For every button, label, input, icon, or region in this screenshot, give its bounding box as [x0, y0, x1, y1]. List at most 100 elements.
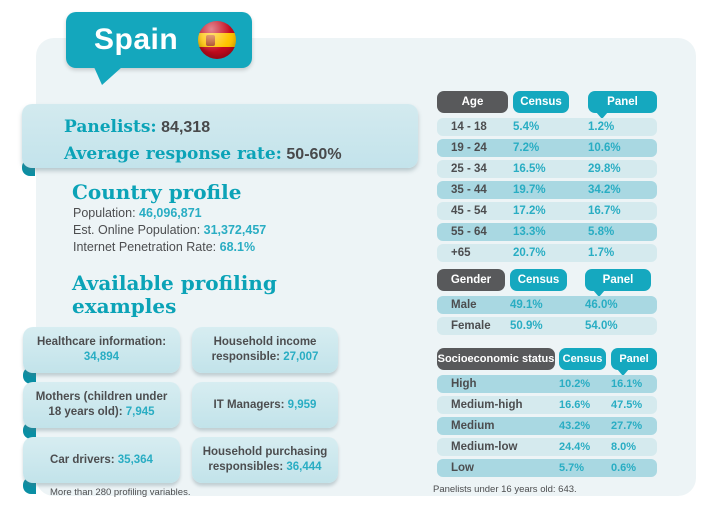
row-label: 55 - 64 [451, 226, 487, 238]
table-row: 45 - 54 17.2% 16.7% [437, 202, 657, 220]
response-rate-value: 50-60% [286, 146, 342, 163]
row-label: Male [451, 299, 477, 311]
gender-census-pill: Census [510, 269, 567, 291]
age-category-pill: Age [437, 91, 508, 113]
panel-value: 27.7% [611, 420, 643, 432]
household-income-value: 27,007 [283, 351, 319, 363]
table-row: 35 - 44 19.7% 34.2% [437, 181, 657, 199]
census-value: 16.6% [559, 399, 591, 411]
census-value: 5.4% [513, 121, 540, 133]
row-label: Female [451, 320, 491, 332]
census-value: 16.5% [513, 163, 546, 175]
country-name: Spain [94, 23, 179, 56]
household-income-box: Household income responsible: 27,007 [192, 327, 338, 373]
healthcare-text: Healthcare information: 34,894 [33, 335, 170, 365]
mothers-text: Mothers (children under 18 years old): 7… [33, 390, 170, 420]
row-label: 25 - 34 [451, 163, 487, 175]
table-row: Medium-low 24.4% 8.0% [437, 438, 657, 456]
demographics-tables: Age Census Panel 14 - 18 5.4% 1.2% 19 - … [437, 91, 657, 480]
row-label: 45 - 54 [451, 205, 487, 217]
panelists-label: Panelists: [64, 117, 157, 137]
census-value: 5.7% [559, 462, 585, 474]
table-row: Low 5.7% 0.6% [437, 459, 657, 477]
population-value: 46,096,871 [139, 206, 202, 220]
panel-value: 16.7% [588, 205, 621, 217]
panel-value: 34.2% [588, 184, 621, 196]
socioeconomic-panel-pill: Panel [611, 348, 657, 376]
row-label: 19 - 24 [451, 142, 487, 154]
it-managers-text: IT Managers: 9,959 [214, 398, 317, 413]
panel-value: 47.5% [611, 399, 643, 411]
gender-table-header: Gender Census Panel [437, 269, 657, 297]
panelists-value: 84,318 [161, 119, 211, 136]
gender-panel-pill: Panel [585, 269, 651, 297]
it-managers-value: 9,959 [287, 398, 317, 411]
healthcare-value: 34,894 [83, 351, 120, 363]
online-population-row: Est. Online Population: 31,372,457 [73, 222, 266, 239]
census-value: 50.9% [510, 320, 543, 332]
panel-value: 46.0% [585, 299, 618, 311]
population-row: Population: 46,096,871 [73, 205, 266, 222]
summary-card: Panelists: 84,318 Average response rate:… [22, 104, 418, 168]
socioeconomic-category-pill: Socioeconomic status [437, 348, 555, 370]
panel-value: 29.8% [588, 163, 621, 175]
car-drivers-box: Car drivers: 35,364 [23, 437, 180, 483]
row-label: 35 - 44 [451, 184, 487, 196]
census-value: 10.2% [559, 378, 591, 390]
healthcare-box: Healthcare information: 34,894 [23, 327, 180, 373]
row-label: Medium [451, 420, 495, 432]
census-value: 17.2% [513, 205, 546, 217]
car-drivers-label: Car drivers: [50, 453, 115, 466]
car-drivers-text: Car drivers: 35,364 [50, 453, 153, 468]
purchasing-label: Household purchasing responsibles: [202, 446, 328, 473]
age-census-pill: Census [513, 91, 569, 113]
panel-value: 1.2% [588, 121, 615, 133]
household-income-label: Household income responsible: [211, 336, 317, 363]
penetration-value: 68.1% [219, 240, 256, 254]
mothers-label: Mothers (children under 18 years old): [35, 391, 168, 418]
population-label: Population: [73, 206, 136, 220]
census-value: 19.7% [513, 184, 546, 196]
profiling-note: More than 280 profiling variables. [50, 487, 191, 498]
it-managers-box: IT Managers: 9,959 [192, 382, 338, 428]
census-value: 43.2% [559, 420, 591, 432]
table-row: 25 - 34 16.5% 29.8% [437, 160, 657, 178]
table-row: Male 49.1% 46.0% [437, 296, 657, 314]
age-panel-pill: Panel [588, 91, 657, 119]
socioeconomic-census-pill: Census [559, 348, 606, 370]
country-profile-heading: Country profile [72, 180, 242, 204]
age-table-header: Age Census Panel [437, 91, 657, 119]
age-table: Age Census Panel 14 - 18 5.4% 1.2% 19 - … [437, 91, 657, 262]
socioeconomic-table: Socioeconomic status Census Panel High 1… [437, 348, 657, 477]
online-population-label: Est. Online Population: [73, 223, 201, 237]
panel-value: 54.0% [585, 320, 618, 332]
socioeconomic-table-header: Socioeconomic status Census Panel [437, 348, 657, 376]
response-rate-line: Average response rate: 50-60% [64, 141, 418, 168]
census-value: 20.7% [513, 247, 546, 259]
row-label: Low [451, 462, 474, 474]
census-value: 24.4% [559, 441, 591, 453]
row-label: Medium-low [451, 441, 518, 453]
panel-value: 10.6% [588, 142, 621, 154]
panel-value: 5.8% [588, 226, 615, 238]
census-value: 13.3% [513, 226, 546, 238]
census-value: 49.1% [510, 299, 543, 311]
car-drivers-value: 35,364 [117, 453, 153, 466]
table-row: +65 20.7% 1.7% [437, 244, 657, 262]
country-header-bubble: Spain [66, 12, 252, 85]
gender-category-pill: Gender [437, 269, 505, 291]
panel-value: 0.6% [611, 462, 637, 474]
census-value: 7.2% [513, 142, 540, 154]
panel-value: 16.1% [611, 378, 643, 390]
table-row: 55 - 64 13.3% 5.8% [437, 223, 657, 241]
panelists-footnote: Panelists under 16 years old: 643. [433, 484, 577, 495]
table-row: Medium-high 16.6% 47.5% [437, 396, 657, 414]
spain-flag-icon [198, 21, 236, 59]
row-label: 14 - 18 [451, 121, 487, 133]
it-managers-label: IT Managers: [213, 398, 285, 411]
household-income-text: Household income responsible: 27,007 [202, 335, 328, 365]
row-label: Medium-high [451, 399, 523, 411]
penetration-row: Internet Penetration Rate: 68.1% [73, 239, 266, 256]
table-row: 14 - 18 5.4% 1.2% [437, 118, 657, 136]
